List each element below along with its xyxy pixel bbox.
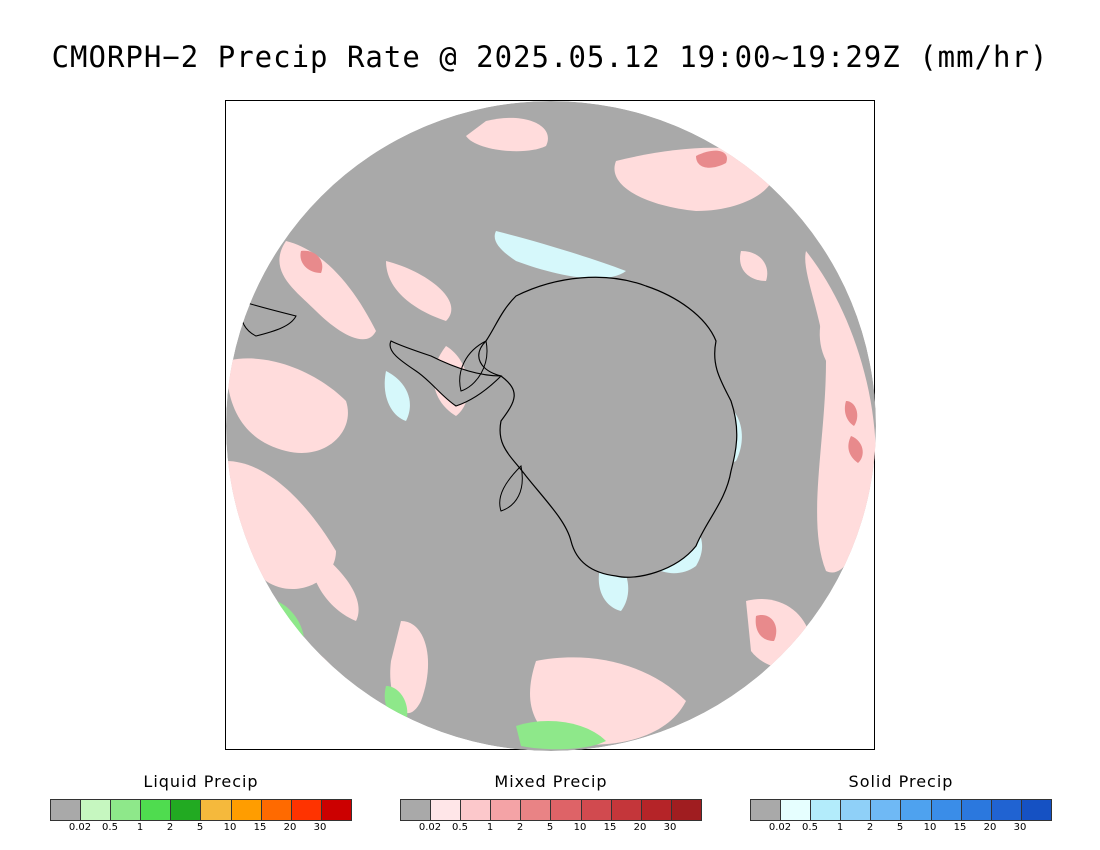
legend-swatch: [431, 800, 462, 820]
legend-tick-label: 1: [486, 822, 494, 833]
tick-labels: 0.02 0.5 1 2 5 10 15 20 30: [50, 822, 350, 836]
legend-swatch: [641, 800, 672, 820]
antarctica-coastline: [478, 276, 738, 578]
legend-swatch: [201, 800, 232, 820]
legend-swatch: [931, 800, 962, 820]
legend-swatch: [111, 800, 142, 820]
legend-swatch: [961, 800, 992, 820]
map-frame: [225, 100, 876, 751]
legend-swatch: [1021, 800, 1051, 820]
legend-swatch: [871, 800, 902, 820]
color-scale: [400, 799, 702, 821]
legend-tick-label: 1: [836, 822, 844, 833]
legend-tick-label: 0.5: [102, 822, 118, 833]
ice-shelf-outline: [459, 340, 488, 392]
legend-tick-label: 20: [983, 822, 997, 833]
legend-solid-precip: Solid Precip 0.02 0.5 1 2 5 10 15 20 30: [750, 772, 1052, 836]
tick-labels: 0.02 0.5 1 2 5 10 15 20 30: [400, 822, 700, 836]
legend-swatch: [811, 800, 842, 820]
legend-tick-label: 10: [223, 822, 237, 833]
legend-title: Liquid Precip: [143, 772, 259, 791]
legend-tick-label: 30: [313, 822, 327, 833]
color-scale: [50, 799, 352, 821]
legend-swatch: [611, 800, 642, 820]
legend-tick-label: 15: [953, 822, 967, 833]
legend-swatch: [231, 800, 262, 820]
legend-swatch: [401, 800, 432, 820]
legend-mixed-precip: Mixed Precip 0.02 0.5 1 2 5 10 15 20 30: [400, 772, 702, 836]
legend-swatch: [51, 800, 82, 820]
legend-tick-label: 20: [633, 822, 647, 833]
legend-tick-label: 15: [603, 822, 617, 833]
legend-swatch: [491, 800, 522, 820]
legend-swatch: [991, 800, 1022, 820]
color-scale: [750, 799, 1052, 821]
legend-tick-label: 0.5: [452, 822, 468, 833]
legend-swatch: [551, 800, 582, 820]
legend-swatch: [81, 800, 112, 820]
legend-tick-label: 5: [196, 822, 204, 833]
legend-tick-label: 15: [253, 822, 267, 833]
polar-map: [226, 101, 876, 751]
legend-tick-label: 30: [663, 822, 677, 833]
legend-swatch: [261, 800, 292, 820]
legend-swatch: [841, 800, 872, 820]
legend-tick-label: 0.02: [768, 822, 792, 833]
legend-swatch: [781, 800, 812, 820]
legend-tick-label: 2: [166, 822, 174, 833]
legend-title: Mixed Precip: [494, 772, 608, 791]
legend-tick-label: 20: [283, 822, 297, 833]
legend-tick-label: 5: [896, 822, 904, 833]
legend-tick-label: 10: [923, 822, 937, 833]
map-title: CMORPH−2 Precip Rate @ 2025.05.12 19:00~…: [51, 40, 1049, 74]
legend-swatch: [291, 800, 322, 820]
legend-swatch: [461, 800, 492, 820]
legend-tick-label: 2: [516, 822, 524, 833]
legend-title: Solid Precip: [848, 772, 954, 791]
map-disk: [226, 101, 876, 751]
antarctic-peninsula: [389, 340, 503, 407]
legend-swatch: [581, 800, 612, 820]
legend-tick-label: 2: [866, 822, 874, 833]
legend-swatch: [141, 800, 172, 820]
legend-swatch: [751, 800, 782, 820]
legend-tick-label: 10: [573, 822, 587, 833]
legend-tick-label: 1: [136, 822, 144, 833]
legend-swatch: [901, 800, 932, 820]
legend-swatch: [521, 800, 552, 820]
legend-tick-label: 0.02: [68, 822, 92, 833]
legend-tick-label: 30: [1013, 822, 1027, 833]
legend-tick-label: 0.02: [418, 822, 442, 833]
legend-tick-label: 5: [546, 822, 554, 833]
south-america-outline: [239, 300, 297, 337]
legend-swatch: [671, 800, 701, 820]
mixed-precip-heavy: [300, 150, 863, 641]
legend-liquid-precip: Liquid Precip 0.02 0.5 1 2 5 10 15 20 30: [50, 772, 352, 836]
legend-swatch: [321, 800, 351, 820]
ross-sea-outline: [499, 464, 523, 512]
legend-swatch: [171, 800, 202, 820]
legend-tick-label: 0.5: [802, 822, 818, 833]
tick-labels: 0.02 0.5 1 2 5 10 15 20 30: [750, 822, 1050, 836]
